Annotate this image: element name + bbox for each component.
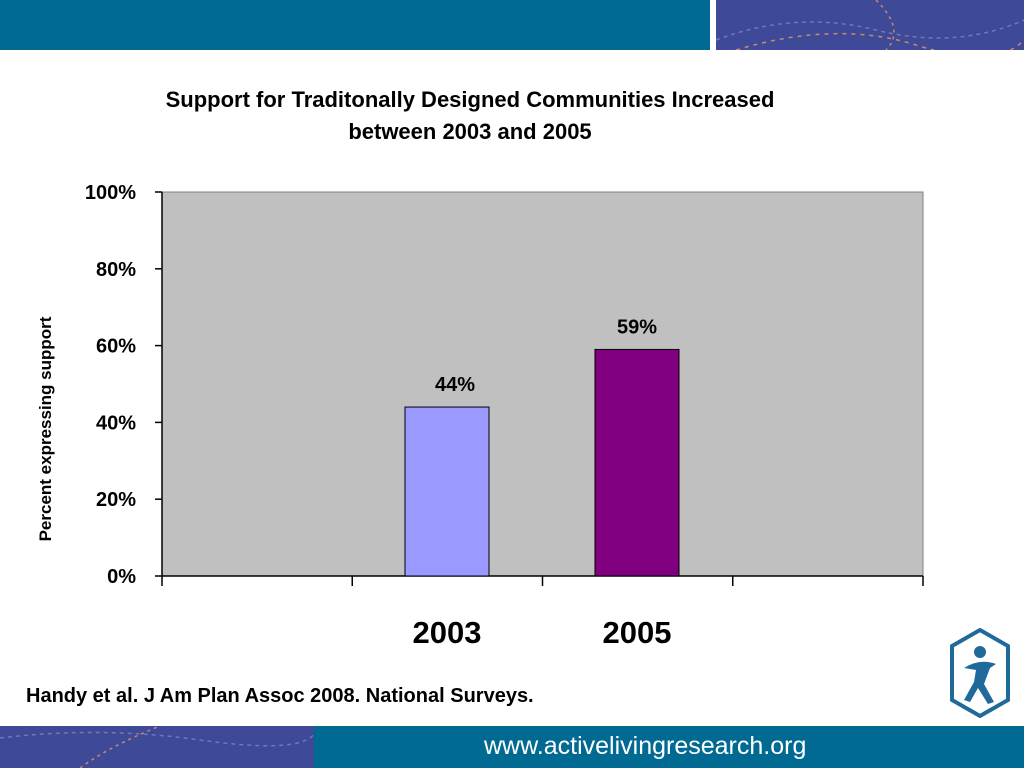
bar-2005 bbox=[594, 348, 680, 577]
website-link[interactable]: www.activelivingresearch.org bbox=[484, 732, 807, 760]
header-band bbox=[0, 0, 710, 50]
active-living-research-logo-icon bbox=[950, 628, 1010, 718]
chart-title-line2: between 2003 and 2005 bbox=[348, 119, 592, 144]
y-tick-label: 0% bbox=[107, 566, 136, 588]
y-tick-label: 80% bbox=[96, 259, 136, 281]
y-tick-label: 40% bbox=[96, 412, 136, 434]
data-label: 44% bbox=[435, 374, 475, 396]
data-label: 59% bbox=[617, 316, 657, 338]
y-axis-label: Percent expressing support bbox=[36, 316, 55, 541]
swirl-decoration-icon bbox=[0, 726, 314, 768]
bar-2003 bbox=[404, 406, 490, 577]
header-decoration bbox=[716, 0, 1024, 50]
footer-decoration bbox=[0, 726, 314, 768]
y-tick-label: 20% bbox=[96, 489, 136, 511]
y-tick-label: 100% bbox=[85, 182, 136, 204]
y-tick-label: 60% bbox=[96, 336, 136, 358]
chart-title-line1: Support for Traditonally Designed Commun… bbox=[165, 87, 775, 112]
x-tick-label: 2003 bbox=[413, 615, 482, 650]
citation-text: Handy et al. J Am Plan Assoc 2008. Natio… bbox=[26, 685, 534, 707]
plot-area bbox=[161, 191, 924, 577]
footer-band bbox=[314, 726, 1024, 768]
chart-title: Support for Traditonally Designed Commun… bbox=[60, 84, 880, 148]
bar-chart: 0% 20% 40% 60% 80% 100% 44% 2003 59% 2005 Percent … bbox=[36, 182, 924, 650]
swirl-decoration-icon bbox=[716, 0, 1024, 50]
x-tick-label: 2005 bbox=[603, 615, 672, 650]
